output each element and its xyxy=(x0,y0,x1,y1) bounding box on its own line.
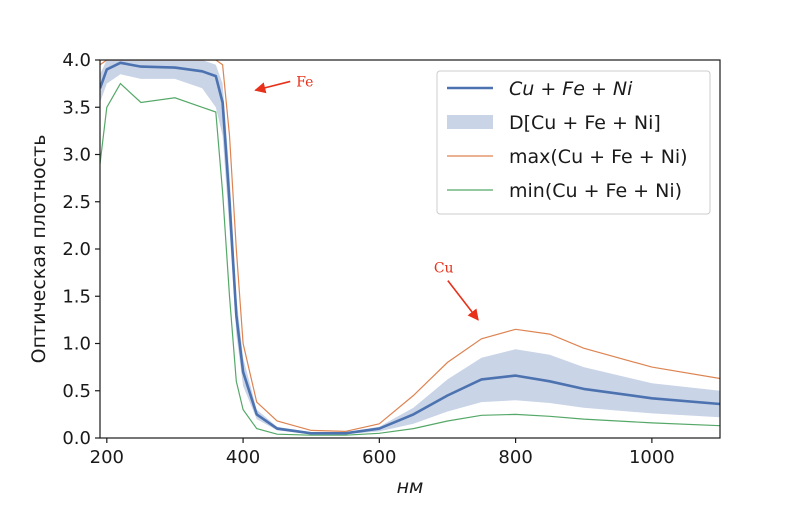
series-band-area xyxy=(100,60,720,435)
series-mean-line xyxy=(100,61,720,435)
x-tick-label: 400 xyxy=(226,447,260,468)
y-tick-label: 0.0 xyxy=(62,428,91,449)
x-tick-label: 200 xyxy=(90,447,124,468)
series-max-line xyxy=(100,60,720,433)
legend-label-mean: Cu + Fe + Ni xyxy=(509,78,633,100)
x-tick-label: 600 xyxy=(362,447,396,468)
x-tick-label: 800 xyxy=(498,447,532,468)
annotation-fe-label: Fe xyxy=(296,74,313,90)
y-tick-label: 4.0 xyxy=(62,50,91,71)
y-tick-label: 2.5 xyxy=(62,192,91,213)
y-axis-label: Оптическая плотность xyxy=(28,135,50,364)
legend-label-band: D[Cu + Fe + Ni] xyxy=(509,112,661,134)
x-axis-label: нм xyxy=(397,476,424,498)
legend-label-max: max(Cu + Fe + Ni) xyxy=(509,146,688,168)
y-tick-label: 1.5 xyxy=(62,286,91,307)
legend-swatch-band xyxy=(447,115,493,129)
y-tick-label: 0.5 xyxy=(62,381,91,402)
axes: 200 400 600 800 1000 0.0 0.5 1.0 1.5 2.0 2.5 3.0 3.5… xyxy=(62,50,674,468)
legend-label-min: min(Cu + Fe + Ni) xyxy=(509,180,682,202)
x-tick-label: 1000 xyxy=(629,447,675,468)
annotation-fe-arrow xyxy=(254,80,291,94)
y-tick-label: 3.5 xyxy=(62,97,91,118)
legend: Cu + Fe + Ni D[Cu + Fe + Ni] max(Cu + Fe +… xyxy=(436,70,711,215)
annotation-cu-label: Cu xyxy=(434,261,454,277)
annotation-cu-arrow xyxy=(447,280,479,321)
plot-area xyxy=(100,60,720,436)
legend-box xyxy=(436,70,711,215)
series-min-line xyxy=(100,82,720,436)
annotations: Fe Cu xyxy=(254,74,479,321)
y-tick-label: 2.0 xyxy=(62,239,91,260)
y-tick-label: 1.0 xyxy=(62,334,91,355)
y-tick-label: 3.0 xyxy=(62,145,91,166)
